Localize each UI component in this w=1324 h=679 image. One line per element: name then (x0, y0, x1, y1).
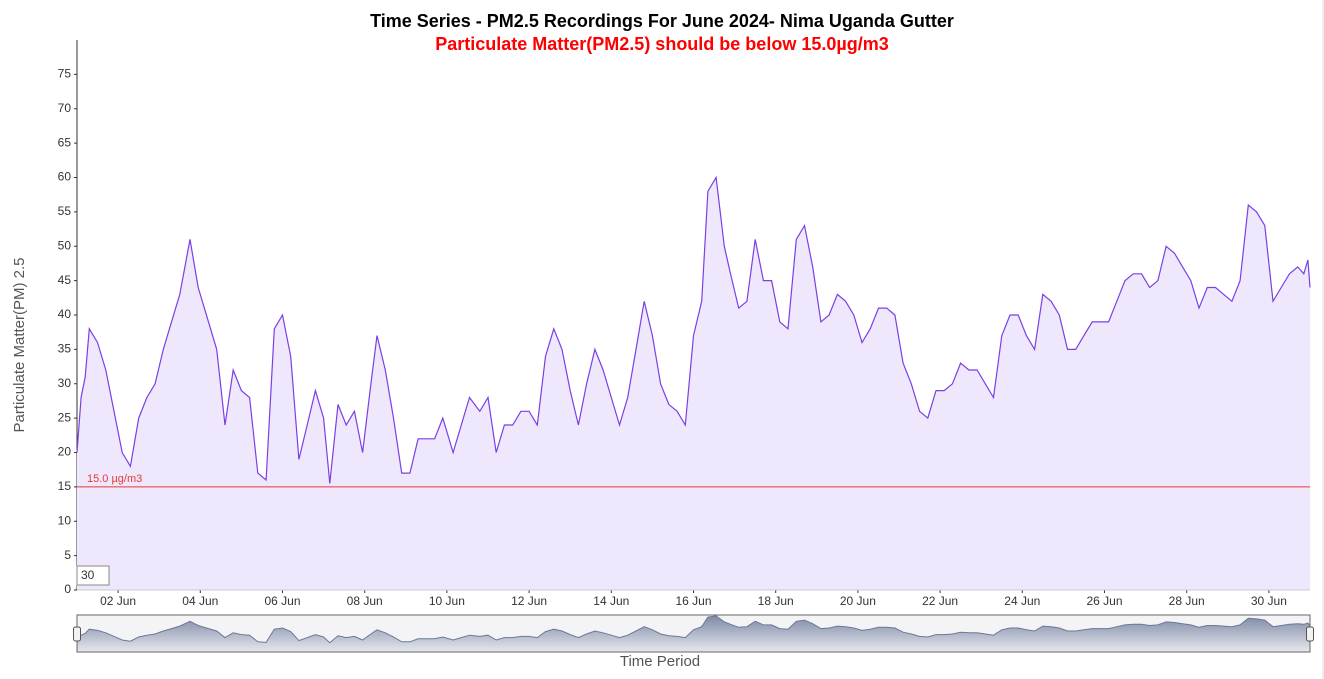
x-tick-label: 28 Jun (1169, 594, 1205, 608)
y-tick-label: 75 (58, 67, 72, 81)
y-tick-label: 40 (58, 307, 72, 321)
y-tick-label: 60 (58, 170, 72, 184)
y-tick-label: 55 (58, 204, 72, 218)
y-tick-label: 25 (58, 410, 72, 424)
line (76, 615, 1311, 644)
x-tick-label: 26 Jun (1086, 594, 1122, 608)
y-tick-label: 70 (58, 101, 72, 115)
x-axis-title: Time Period (620, 653, 700, 670)
area-fill (77, 615, 1310, 652)
y-tick-label: 65 (58, 135, 72, 149)
zoom-input: 30 (81, 568, 95, 582)
navigator-handle[interactable] (73, 626, 81, 642)
chart-title: Time Series - PM2.5 Recordings For June … (370, 11, 954, 31)
y-axis-title: Particulate Matter(PM) 2.5 (11, 257, 28, 432)
threshold-label: 15.0 µg/m3 (87, 473, 142, 485)
navigator-series (76, 615, 1311, 652)
y-tick-label: 5 (64, 548, 71, 562)
x-tick-label: 04 Jun (182, 594, 218, 608)
x-tick-label: 18 Jun (758, 594, 794, 608)
y-tick-label: 15 (58, 479, 72, 493)
y-tick-label: 10 (58, 513, 72, 527)
y-tick-label: 20 (58, 445, 72, 459)
x-tick-label: 22 Jun (922, 594, 958, 608)
x-tick-label: 14 Jun (593, 594, 629, 608)
x-tick-label: 08 Jun (347, 594, 383, 608)
area-fill (77, 177, 1310, 590)
x-tick-label: 02 Jun (100, 594, 136, 608)
y-tick-label: 0 (64, 582, 71, 596)
x-tick-label: 10 Jun (429, 594, 465, 608)
y-tick-label: 35 (58, 342, 72, 356)
y-tick-label: 50 (58, 238, 72, 252)
zoom-input-box (76, 565, 110, 586)
navigator-handle[interactable] (1306, 626, 1314, 642)
x-tick-label: 12 Jun (511, 594, 547, 608)
y-tick-label: 30 (58, 376, 72, 390)
y-tick-label: 45 (58, 273, 72, 287)
chart-subtitle: Particulate Matter(PM2.5) should be belo… (435, 34, 888, 54)
line (76, 175, 1311, 484)
x-tick-label: 06 Jun (264, 594, 300, 608)
x-tick-label: 20 Jun (840, 594, 876, 608)
x-tick-label: 30 Jun (1251, 594, 1287, 608)
x-tick-label: 16 Jun (675, 594, 711, 608)
x-tick-label: 24 Jun (1004, 594, 1040, 608)
